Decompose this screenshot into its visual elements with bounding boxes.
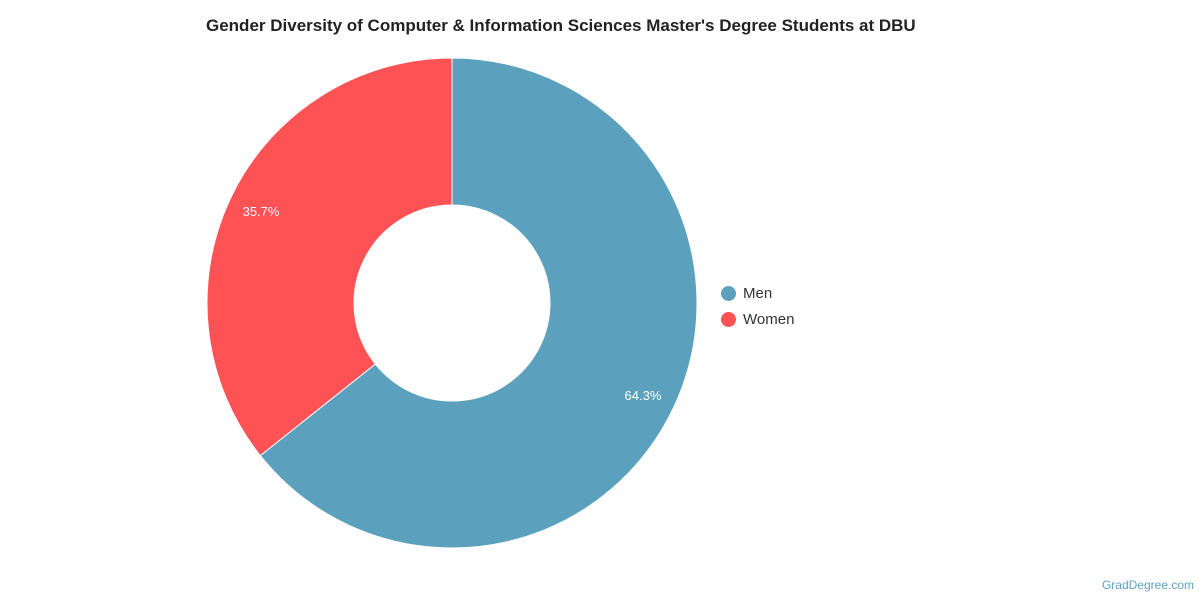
legend-swatch-men — [721, 286, 736, 301]
watermark[interactable]: GradDegree.com — [1102, 578, 1194, 592]
legend-item-men[interactable]: Men — [721, 280, 794, 306]
legend-label-women: Women — [743, 311, 794, 328]
slice-label-men: 64.3% — [625, 388, 662, 403]
legend-item-women[interactable]: Women — [721, 306, 794, 332]
legend-swatch-women — [721, 312, 736, 327]
legend-label-men: Men — [743, 285, 772, 302]
slices-group — [207, 58, 697, 548]
legend: Men Women — [721, 280, 794, 332]
slice-label-women: 35.7% — [243, 204, 280, 219]
